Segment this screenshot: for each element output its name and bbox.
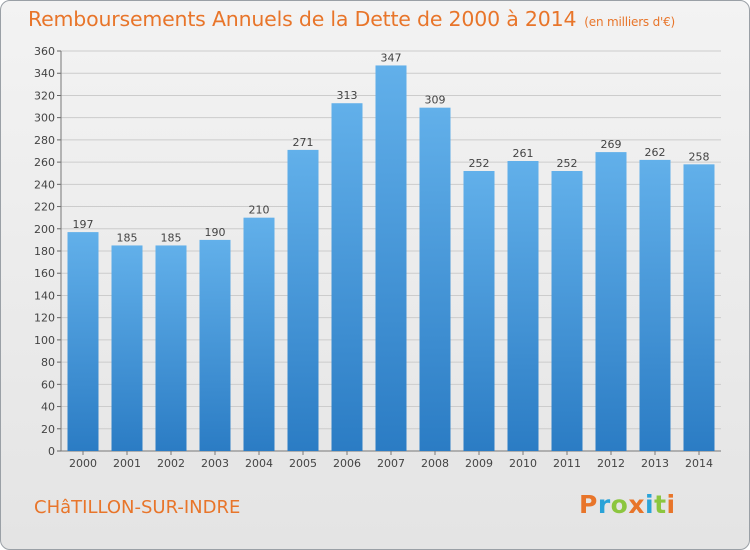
y-tick-label: 280 bbox=[34, 134, 55, 147]
x-tick-label-2000: 2000 bbox=[69, 457, 97, 470]
logo-letter: t bbox=[654, 490, 667, 519]
bar-2003 bbox=[199, 239, 231, 451]
value-label-2010: 261 bbox=[513, 147, 534, 160]
logo-letter: i bbox=[645, 490, 655, 519]
bar-2002 bbox=[155, 245, 187, 451]
value-label-2002: 185 bbox=[161, 231, 182, 244]
x-tick-label-2004: 2004 bbox=[245, 457, 273, 470]
value-label-2008: 309 bbox=[425, 94, 446, 107]
bar-2008 bbox=[419, 107, 451, 452]
x-tick-label-2008: 2008 bbox=[421, 457, 449, 470]
bar-2005 bbox=[287, 149, 319, 451]
x-tick-label-2013: 2013 bbox=[641, 457, 669, 470]
x-tick-label-2001: 2001 bbox=[113, 457, 141, 470]
value-label-2014: 258 bbox=[689, 150, 710, 163]
value-label-2005: 271 bbox=[293, 136, 314, 149]
x-tick-label-2012: 2012 bbox=[597, 457, 625, 470]
y-tick-label: 160 bbox=[34, 267, 55, 280]
y-tick-label: 340 bbox=[34, 67, 55, 80]
labels: 197 185 185 190 210 271 313 347 309 252 261 252 269 2… bbox=[73, 51, 710, 244]
value-label-2012: 269 bbox=[601, 138, 622, 151]
value-label-2003: 190 bbox=[205, 226, 226, 239]
y-tick-label: 220 bbox=[34, 201, 55, 214]
value-label-2004: 210 bbox=[249, 204, 270, 217]
bar-2001 bbox=[111, 245, 143, 451]
commune-name: CHâTILLON-SUR-INDRE bbox=[34, 497, 241, 518]
bar-2012 bbox=[595, 152, 627, 451]
y-tick-label: 0 bbox=[48, 445, 55, 458]
chart-title-text: Remboursements Annuels de la Dette de 20… bbox=[28, 7, 577, 31]
value-label-2011: 252 bbox=[557, 157, 578, 170]
x-tick-label-2007: 2007 bbox=[377, 457, 405, 470]
value-label-2001: 185 bbox=[117, 231, 138, 244]
chart-unit: (en milliers d'€) bbox=[584, 15, 676, 29]
y-tick-label: 140 bbox=[34, 289, 55, 302]
bar-2007 bbox=[375, 65, 407, 451]
value-label-2007: 347 bbox=[381, 51, 402, 64]
value-label-2013: 262 bbox=[645, 146, 666, 159]
bars bbox=[67, 65, 715, 452]
x-tick-label-2005: 2005 bbox=[289, 457, 317, 470]
y-tick-label: 200 bbox=[34, 223, 55, 236]
y-tick-label: 180 bbox=[34, 245, 55, 258]
bar-2006 bbox=[331, 103, 363, 451]
logo-letter: r bbox=[597, 490, 611, 519]
bar-2014 bbox=[683, 164, 715, 452]
logo-letter: P bbox=[579, 490, 598, 519]
bar-2011 bbox=[551, 171, 583, 451]
y-tick-label: 300 bbox=[34, 112, 55, 125]
y-tick-label: 100 bbox=[34, 334, 55, 347]
x-tick-label-2006: 2006 bbox=[333, 457, 361, 470]
x-tick-label-2011: 2011 bbox=[553, 457, 581, 470]
y-tick-label: 360 bbox=[34, 45, 55, 58]
y-tick-label: 120 bbox=[34, 312, 55, 325]
logo-letter: o bbox=[610, 490, 629, 519]
y-tick-label: 20 bbox=[41, 423, 55, 436]
y-tick-label: 320 bbox=[34, 89, 55, 102]
y-tick-label: 260 bbox=[34, 156, 55, 169]
chart-title: Remboursements Annuels de la Dette de 20… bbox=[28, 7, 675, 31]
logo-letter: i bbox=[666, 490, 676, 519]
x-tick-label-2002: 2002 bbox=[157, 457, 185, 470]
x-tick-label-2009: 2009 bbox=[465, 457, 493, 470]
x-tick-label-2010: 2010 bbox=[509, 457, 537, 470]
proxiti-logo: Proxiti bbox=[579, 490, 676, 519]
y-tick-label: 240 bbox=[34, 178, 55, 191]
bar-2010 bbox=[507, 161, 539, 451]
bar-2009 bbox=[463, 171, 495, 451]
bar-2000 bbox=[67, 232, 99, 451]
bar-2013 bbox=[639, 159, 671, 451]
y-tick-label: 40 bbox=[41, 401, 55, 414]
bar-2004 bbox=[243, 217, 275, 451]
logo-letter: x bbox=[628, 490, 645, 519]
y-tick-label: 80 bbox=[41, 356, 55, 369]
y-tick-label: 60 bbox=[41, 378, 55, 391]
value-label-2000: 197 bbox=[73, 218, 94, 231]
axes: 0 20 40 60 80 100 120 140 160 180 200 220 240 260 280 3… bbox=[34, 45, 721, 470]
x-tick-label-2014: 2014 bbox=[685, 457, 713, 470]
x-tick-label-2003: 2003 bbox=[201, 457, 229, 470]
value-label-2009: 252 bbox=[469, 157, 490, 170]
value-label-2006: 313 bbox=[337, 89, 358, 102]
